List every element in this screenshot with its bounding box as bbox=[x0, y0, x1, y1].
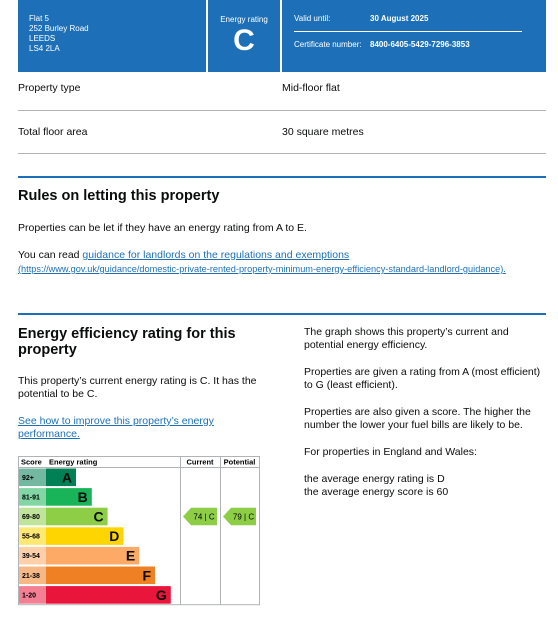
note: The graph shows this property’s current … bbox=[304, 326, 509, 351]
chart-border bbox=[18, 456, 260, 606]
link-url[interactable]: (https://www.gov.uk/guidance/domestic-pr… bbox=[18, 264, 506, 274]
score-range: 81-91 bbox=[22, 494, 40, 501]
score-range: 69-80 bbox=[22, 514, 40, 521]
property-value: 30 square metres bbox=[282, 126, 364, 138]
section-rule bbox=[18, 176, 546, 178]
property-label: Property type bbox=[18, 82, 81, 94]
energy-chart: Score Energy rating Current Potential 92+ A 81… bbox=[18, 456, 260, 606]
letting-text: Properties can be let if they have an en… bbox=[18, 222, 307, 234]
section-heading: Rules on letting this property bbox=[18, 188, 220, 204]
score-cell bbox=[19, 586, 46, 604]
potential-marker bbox=[223, 507, 256, 526]
property-value: Mid-floor flat bbox=[282, 82, 340, 94]
average: the average energy score is 60 bbox=[304, 486, 449, 498]
link[interactable]: See how to improve this property’s energ… bbox=[18, 415, 214, 440]
column-header: Energy rating bbox=[49, 458, 98, 467]
column-header: Current bbox=[186, 458, 214, 467]
band-letter: C bbox=[93, 509, 103, 525]
band-letter: A bbox=[62, 469, 72, 485]
rating-band bbox=[46, 488, 92, 506]
potential-label: 79 | C bbox=[233, 513, 254, 522]
notes: The graph shows this property’s current … bbox=[304, 326, 548, 499]
address: Flat 5 252 Burley Road LEEDS LS4 2LA bbox=[18, 0, 206, 54]
band-letter: E bbox=[126, 548, 135, 564]
score-range: 1-20 bbox=[22, 592, 36, 599]
address-line: 252 Burley Road bbox=[29, 24, 89, 33]
score-cell bbox=[19, 566, 46, 585]
column-header: Score bbox=[21, 458, 42, 467]
rating: C bbox=[233, 24, 255, 57]
band-letter: B bbox=[78, 489, 88, 505]
property-label: Total floor area bbox=[18, 126, 88, 138]
divider bbox=[294, 31, 522, 32]
band-letter: G bbox=[156, 587, 167, 603]
column-header: Potential bbox=[224, 458, 256, 467]
rating-band bbox=[46, 507, 108, 526]
rating-band bbox=[46, 546, 140, 565]
address-line: LS4 2LA bbox=[29, 44, 60, 53]
certificate-number: 8400-6405-5429-7296-3853 bbox=[370, 40, 470, 49]
link[interactable]: guidance for landlords on the regulation… bbox=[82, 249, 350, 261]
section-rule bbox=[18, 313, 546, 315]
rating-label: Energy rating bbox=[220, 15, 268, 24]
score-cell bbox=[19, 507, 46, 526]
average: the average energy rating is D bbox=[304, 473, 445, 485]
score-range: 39-54 bbox=[22, 553, 40, 560]
note: Properties are also given a score. The h… bbox=[304, 406, 531, 431]
divider bbox=[18, 110, 546, 111]
valid-label: Valid until: bbox=[294, 14, 331, 23]
current-marker bbox=[183, 507, 217, 526]
certificate-label: Certificate number: bbox=[294, 40, 362, 49]
score-cell bbox=[19, 468, 46, 487]
rating-box: Energy rating C bbox=[208, 0, 280, 72]
score-range: 21-38 bbox=[22, 573, 40, 580]
score-cell bbox=[19, 488, 46, 506]
address-box: Flat 5 252 Burley Road LEEDS LS4 2LA bbox=[18, 0, 206, 72]
note: For properties in England and Wales: bbox=[304, 446, 477, 458]
efficiency-text: This property’s current energy rating is… bbox=[18, 375, 257, 400]
valid-until: 30 August 2025 bbox=[370, 14, 429, 23]
divider bbox=[18, 153, 546, 154]
rating-band bbox=[46, 527, 124, 545]
rating-band bbox=[46, 468, 76, 487]
score-cell bbox=[19, 527, 46, 545]
current-label: 74 | C bbox=[193, 513, 214, 522]
address-line: LEEDS bbox=[29, 34, 56, 43]
letting-read: You can read guidance for landlords on t… bbox=[18, 249, 518, 262]
rating-band bbox=[46, 586, 171, 604]
rating-band bbox=[46, 566, 155, 585]
score-range: 55-68 bbox=[22, 534, 40, 541]
score-cell bbox=[19, 546, 46, 565]
band-letter: D bbox=[109, 528, 119, 544]
score-range: 92+ bbox=[22, 475, 34, 482]
note: Properties are given a rating from A (mo… bbox=[304, 366, 541, 391]
address-line: Flat 5 bbox=[29, 14, 50, 23]
section-heading: Energy efficiency rating for this proper… bbox=[18, 326, 236, 358]
validity-box: Valid until: 30 August 2025 Certificate … bbox=[282, 0, 546, 72]
band-letter: F bbox=[142, 567, 151, 583]
text: You can read bbox=[18, 249, 80, 261]
